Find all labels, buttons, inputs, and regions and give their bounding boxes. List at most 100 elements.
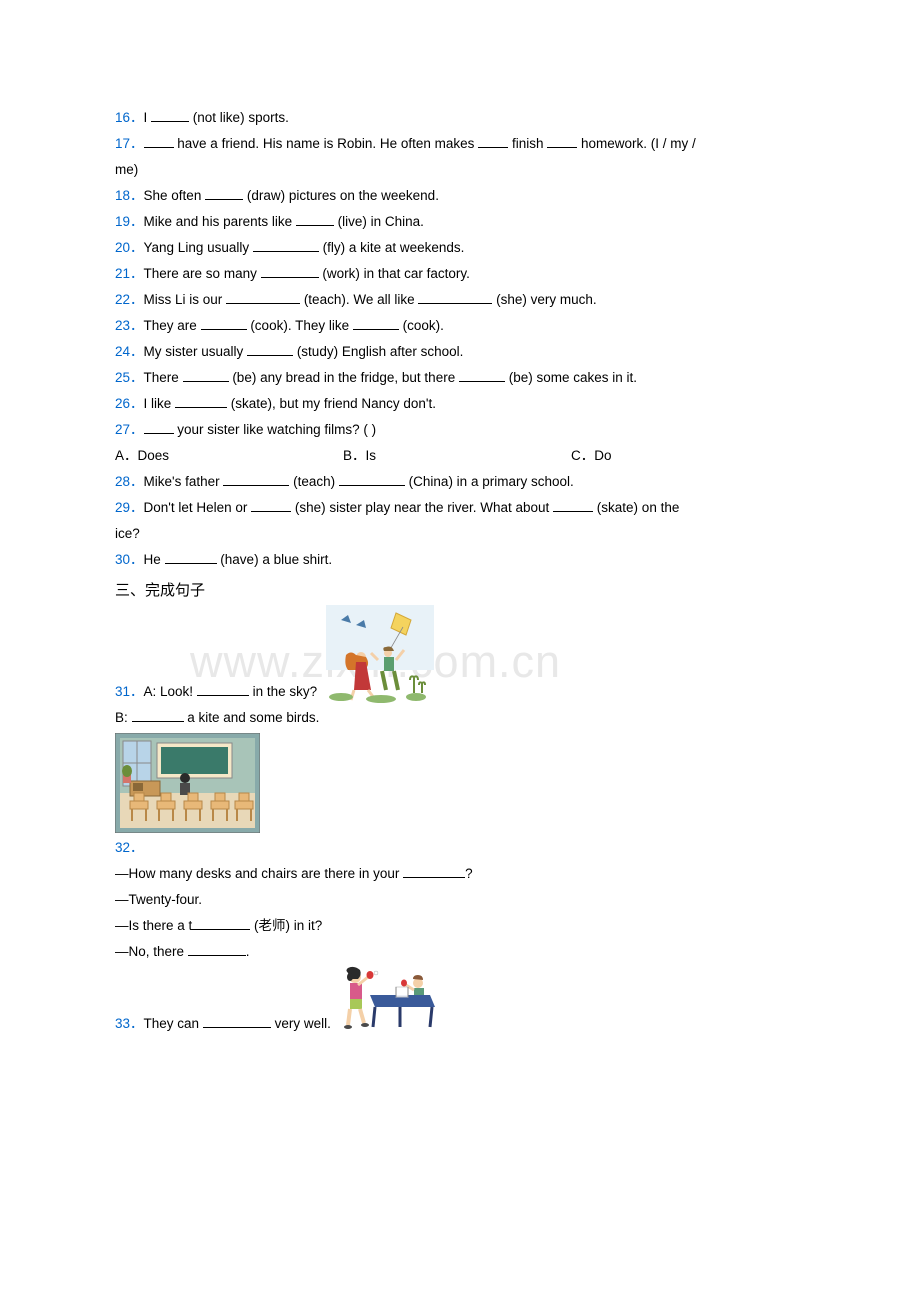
- q18-num: 18．: [115, 188, 144, 203]
- q29-blank1: [251, 511, 291, 512]
- q23-blank1: [201, 329, 247, 330]
- q33-blank: [203, 1027, 271, 1028]
- q28-text-before: Mike's father: [144, 474, 224, 489]
- q27-num: 27．: [115, 422, 144, 437]
- q25-text-mid: (be) any bread in the fridge, but there: [229, 370, 459, 385]
- q16-blank: [151, 121, 189, 122]
- q23-blank2: [353, 329, 399, 330]
- q22-blank1: [226, 303, 300, 304]
- q24-blank: [247, 355, 293, 356]
- question-17-line2: me): [115, 157, 805, 183]
- q27-text-after: your sister like watching films? ( ): [174, 422, 377, 437]
- q32-line1-after: ?: [465, 866, 473, 881]
- q32-line4-before: —No, there: [115, 944, 188, 959]
- q23-num: 23．: [115, 318, 144, 333]
- q33-text-after: very well.: [271, 1016, 335, 1031]
- content-area: 16．I (not like) sports. 17． have a frien…: [115, 105, 805, 1037]
- q27-options: A．Does B．Is C．Do: [115, 443, 805, 469]
- question-32-line1: —How many desks and chairs are there in …: [115, 861, 805, 887]
- q25-num: 25．: [115, 370, 144, 385]
- q28-blank1: [223, 485, 289, 486]
- q29-line2-text: ice?: [115, 526, 140, 541]
- q20-text-after: (fly) a kite at weekends.: [319, 240, 465, 255]
- q32-line4-after: .: [246, 944, 250, 959]
- q32-line4-blank: [188, 955, 246, 956]
- q30-text-after: (have) a blue shirt.: [217, 552, 333, 567]
- q25-text-before: There: [144, 370, 183, 385]
- q22-text-mid: (teach). We all like: [300, 292, 418, 307]
- q17-line2-text: me): [115, 162, 138, 177]
- q32-line2-text: —Twenty-four.: [115, 892, 202, 907]
- q28-text-mid: (teach): [289, 474, 339, 489]
- q17-blank1: [144, 147, 174, 148]
- q19-text-before: Mike and his parents like: [144, 214, 296, 229]
- q28-text-after: (China) in a primary school.: [405, 474, 574, 489]
- question-24: 24．My sister usually (study) English aft…: [115, 339, 805, 365]
- q29-text-after: (skate) on the: [593, 500, 679, 515]
- q31-blank: [197, 695, 249, 696]
- q26-text-before: I like: [144, 396, 176, 411]
- q31-text-before: A: Look!: [144, 684, 197, 699]
- q21-num: 21．: [115, 266, 144, 281]
- question-22: 22．Miss Li is our (teach). We all like (…: [115, 287, 805, 313]
- q22-blank2: [418, 303, 492, 304]
- question-16: 16．I (not like) sports.: [115, 105, 805, 131]
- q31-num: 31．: [115, 684, 144, 699]
- question-28: 28．Mike's father (teach) (China) in a pr…: [115, 469, 805, 495]
- q28-num: 28．: [115, 474, 144, 489]
- q18-text-before: She often: [144, 188, 206, 203]
- question-27: 27． your sister like watching films? ( ): [115, 417, 805, 443]
- question-17: 17． have a friend. His name is Robin. He…: [115, 131, 805, 157]
- q32-num: 32．: [115, 840, 144, 855]
- q25-blank1: [183, 381, 229, 382]
- q27-option-a: A．Does: [115, 443, 343, 469]
- q16-text-before: I: [144, 110, 152, 125]
- question-30: 30．He (have) a blue shirt.: [115, 547, 805, 573]
- question-19: 19．Mike and his parents like (live) in C…: [115, 209, 805, 235]
- question-32-line3: —Is there a t (老师) in it?: [115, 913, 805, 939]
- q29-text-mid: (she) sister play near the river. What a…: [291, 500, 553, 515]
- q18-text-after: (draw) pictures on the weekend.: [243, 188, 439, 203]
- classroom-image-container: [115, 731, 805, 835]
- q20-text-before: Yang Ling usually: [144, 240, 253, 255]
- q30-text-before: He: [144, 552, 165, 567]
- q23-text-mid: (cook). They like: [247, 318, 353, 333]
- question-33: 33．They can very well.: [115, 965, 805, 1037]
- q20-blank: [253, 251, 319, 252]
- q32-line3-after: (老师) in it?: [250, 918, 322, 933]
- question-18: 18．She often (draw) pictures on the week…: [115, 183, 805, 209]
- q29-blank2: [553, 511, 593, 512]
- question-21: 21．There are so many (work) in that car …: [115, 261, 805, 287]
- q29-text-before: Don't let Helen or: [144, 500, 252, 515]
- q25-text-after: (be) some cakes in it.: [505, 370, 637, 385]
- q26-text-after: (skate), but my friend Nancy don't.: [227, 396, 436, 411]
- q33-text-before: They can: [144, 1016, 203, 1031]
- q18-blank: [205, 199, 243, 200]
- q27-blank: [144, 433, 174, 434]
- question-29: 29．Don't let Helen or (she) sister play …: [115, 495, 805, 521]
- q32-line1-before: —How many desks and chairs are there in …: [115, 866, 403, 881]
- question-29-line2: ice?: [115, 521, 805, 547]
- q16-text-after: (not like) sports.: [189, 110, 289, 125]
- q31-text-after: in the sky?: [249, 684, 321, 699]
- pingpong-image: [340, 965, 435, 1037]
- q32-line3-before: —Is there a t: [115, 918, 192, 933]
- q31-line2-after: a kite and some birds.: [184, 710, 320, 725]
- q28-blank2: [339, 485, 405, 486]
- q30-num: 30．: [115, 552, 144, 567]
- q24-text-after: (study) English after school.: [293, 344, 463, 359]
- q16-num: 16．: [115, 110, 144, 125]
- question-31: 31．A: Look! in the sky?: [115, 605, 805, 705]
- q21-blank: [261, 277, 319, 278]
- q22-text-after: (she) very much.: [492, 292, 596, 307]
- q19-blank: [296, 225, 334, 226]
- question-23: 23．They are (cook). They like (cook).: [115, 313, 805, 339]
- section-3-title: 三、完成句子: [115, 577, 805, 605]
- q33-num: 33．: [115, 1016, 144, 1031]
- q19-text-after: (live) in China.: [334, 214, 424, 229]
- question-32-line4: —No, there .: [115, 939, 805, 965]
- q31-line2-before: B:: [115, 710, 132, 725]
- q21-text-after: (work) in that car factory.: [319, 266, 470, 281]
- q22-num: 22．: [115, 292, 144, 307]
- question-32-num: 32．: [115, 835, 805, 861]
